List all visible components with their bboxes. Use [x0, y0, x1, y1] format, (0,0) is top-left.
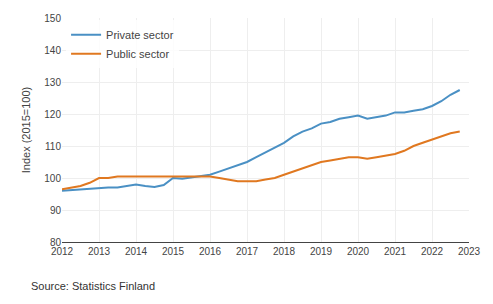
svg-text:80: 80	[50, 237, 62, 248]
svg-text:2018: 2018	[273, 246, 296, 257]
svg-text:2019: 2019	[310, 246, 333, 257]
svg-text:2021: 2021	[384, 246, 407, 257]
svg-text:130: 130	[44, 77, 61, 88]
svg-text:2022: 2022	[421, 246, 444, 257]
svg-text:120: 120	[44, 109, 61, 120]
svg-text:110: 110	[45, 141, 61, 152]
svg-text:Index (2015=100): Index (2015=100)	[20, 87, 32, 174]
svg-text:100: 100	[44, 173, 61, 184]
svg-text:2012: 2012	[51, 246, 74, 257]
svg-text:2013: 2013	[88, 246, 111, 257]
svg-text:140: 140	[44, 45, 61, 56]
svg-text:2015: 2015	[162, 246, 185, 257]
svg-text:2016: 2016	[199, 246, 222, 257]
svg-text:2017: 2017	[236, 246, 259, 257]
svg-text:Public sector: Public sector	[106, 48, 169, 60]
svg-text:90: 90	[50, 205, 62, 216]
svg-text:2023: 2023	[458, 246, 481, 257]
svg-text:Source: Statistics Finland: Source: Statistics Finland	[31, 280, 155, 292]
svg-text:150: 150	[44, 13, 61, 24]
svg-text:2014: 2014	[125, 246, 148, 257]
svg-text:2020: 2020	[347, 246, 370, 257]
svg-text:Private sector: Private sector	[106, 29, 174, 41]
